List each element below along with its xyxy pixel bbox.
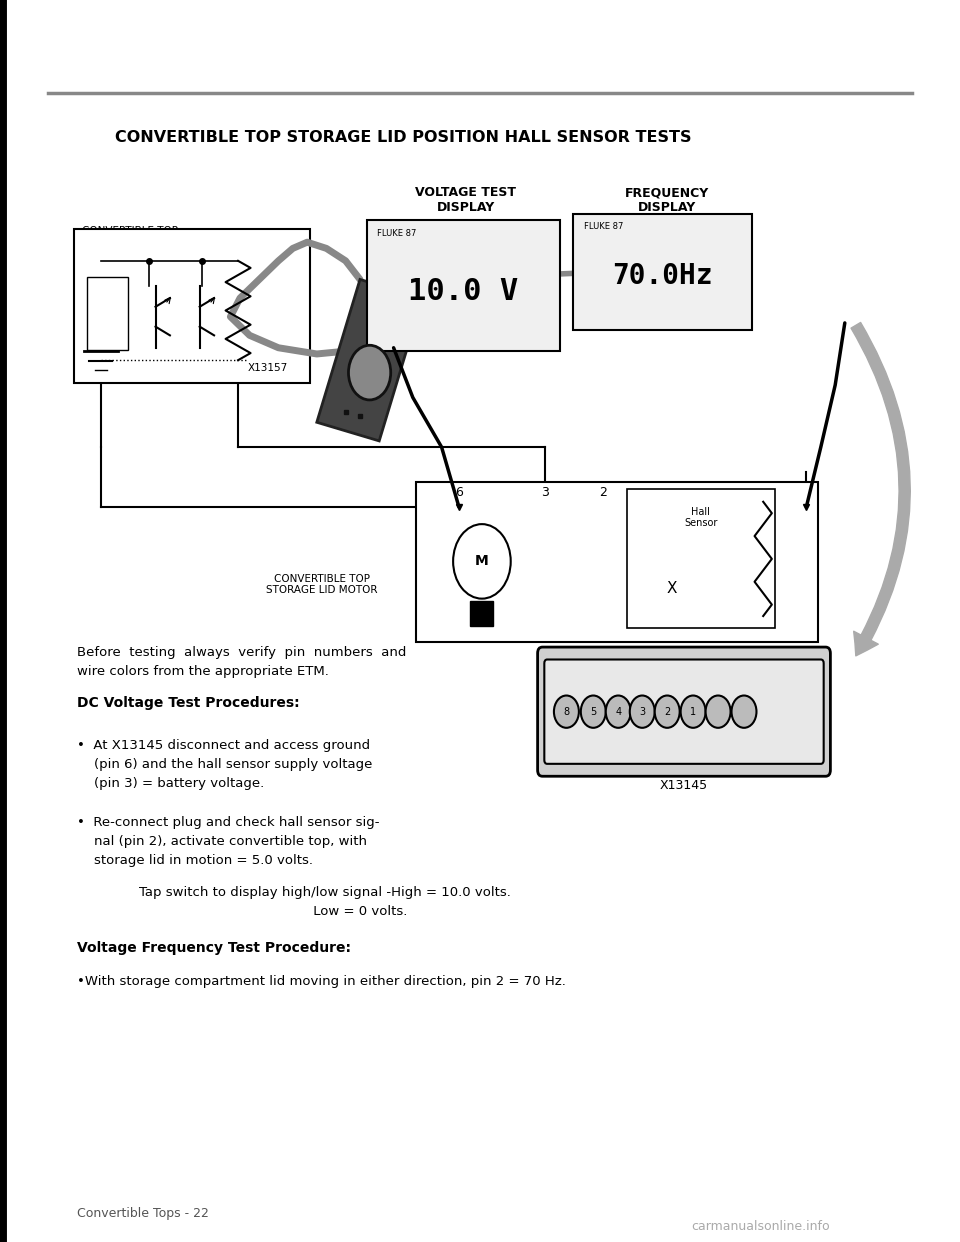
FancyBboxPatch shape	[416, 482, 818, 642]
Circle shape	[554, 696, 579, 728]
FancyBboxPatch shape	[87, 277, 128, 350]
Text: FLUKE 87: FLUKE 87	[584, 222, 623, 231]
Text: •With storage compartment lid moving in either direction, pin 2 = 70 Hz.: •With storage compartment lid moving in …	[77, 975, 565, 987]
Text: M: M	[475, 554, 489, 569]
FancyBboxPatch shape	[470, 601, 493, 626]
Text: 5: 5	[590, 707, 596, 717]
Circle shape	[606, 696, 631, 728]
Circle shape	[348, 345, 391, 400]
FancyBboxPatch shape	[573, 214, 752, 330]
FancyBboxPatch shape	[367, 220, 560, 351]
Circle shape	[453, 524, 511, 599]
Text: carmanualsonline.info: carmanualsonline.info	[691, 1221, 829, 1233]
Text: X13145: X13145	[660, 779, 708, 791]
Text: Convertible Tops - 22: Convertible Tops - 22	[77, 1207, 208, 1220]
Text: 1: 1	[690, 707, 696, 717]
Text: 70.0Hz: 70.0Hz	[612, 262, 712, 289]
Text: CONVERTIBLE TOP STORAGE LID POSITION HALL SENSOR TESTS: CONVERTIBLE TOP STORAGE LID POSITION HAL…	[115, 130, 692, 145]
Text: X13145: X13145	[691, 514, 734, 524]
Text: 3: 3	[541, 487, 549, 499]
Text: Voltage Frequency Test Procedure:: Voltage Frequency Test Procedure:	[77, 941, 350, 955]
Text: 8: 8	[564, 707, 569, 717]
Text: 10.0 V: 10.0 V	[408, 277, 518, 307]
Circle shape	[581, 696, 606, 728]
Text: VOLTAGE TEST
DISPLAY: VOLTAGE TEST DISPLAY	[415, 186, 516, 215]
Text: 6: 6	[455, 487, 463, 499]
Circle shape	[681, 696, 706, 728]
Text: X: X	[667, 581, 677, 596]
Polygon shape	[317, 279, 422, 441]
Text: Tap switch to display high/low signal -High = 10.0 volts.
                      : Tap switch to display high/low signal -H…	[139, 886, 511, 918]
Text: Hall
Sensor: Hall Sensor	[684, 507, 717, 528]
Text: 2: 2	[664, 707, 670, 717]
Text: DC Voltage Test Procedures:: DC Voltage Test Procedures:	[77, 696, 300, 709]
FancyBboxPatch shape	[538, 647, 830, 776]
Text: FLUKE 87: FLUKE 87	[377, 229, 417, 237]
FancyBboxPatch shape	[74, 229, 310, 383]
Text: 3: 3	[639, 707, 645, 717]
Text: •  At X13145 disconnect and access ground
    (pin 6) and the hall sensor supply: • At X13145 disconnect and access ground…	[77, 739, 372, 790]
Text: CONVERTIBLE TOP
STORAGE LID MOTOR: CONVERTIBLE TOP STORAGE LID MOTOR	[266, 574, 377, 595]
Text: 2: 2	[599, 487, 607, 499]
Circle shape	[630, 696, 655, 728]
Text: FREQUENCY
DISPLAY: FREQUENCY DISPLAY	[625, 186, 709, 215]
Circle shape	[655, 696, 680, 728]
Text: X13157: X13157	[248, 363, 288, 373]
Text: Before  testing  always  verify  pin  numbers  and
wire colors from the appropri: Before testing always verify pin numbers…	[77, 646, 406, 678]
FancyBboxPatch shape	[627, 489, 775, 628]
Text: •  Re-connect plug and check hall sensor sig-
    nal (pin 2), activate converti: • Re-connect plug and check hall sensor …	[77, 816, 379, 867]
Text: 4: 4	[615, 707, 621, 717]
Circle shape	[706, 696, 731, 728]
FancyBboxPatch shape	[544, 660, 824, 764]
Circle shape	[732, 696, 756, 728]
FancyArrowPatch shape	[852, 323, 910, 656]
Text: CONVERTIBLE TOP
CONTROL MODULE: CONVERTIBLE TOP CONTROL MODULE	[82, 226, 180, 247]
